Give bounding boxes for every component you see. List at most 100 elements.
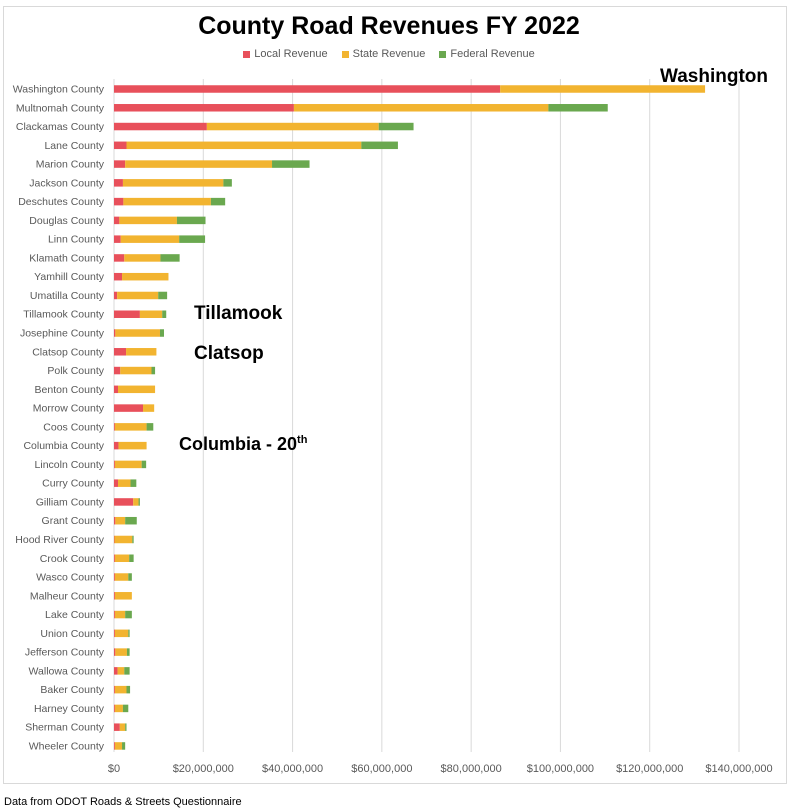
- y-category-label: Hood River County: [15, 534, 104, 546]
- bar-state: [114, 610, 126, 619]
- bar-local: [114, 141, 127, 150]
- bar-federal: [125, 723, 127, 731]
- legend-label-federal: Federal Revenue: [450, 48, 535, 60]
- y-category-label: Harney County: [34, 703, 105, 715]
- legend-item-federal: Federal Revenue: [439, 48, 535, 60]
- y-category-label: Union County: [40, 628, 104, 640]
- bar-local: [114, 498, 134, 506]
- bar-local: [114, 554, 115, 562]
- bar-local: [114, 310, 140, 318]
- y-category-label: Lane County: [44, 140, 104, 152]
- y-category-label: Marion County: [36, 159, 105, 171]
- bar-federal: [272, 160, 310, 168]
- bar-local: [114, 535, 115, 544]
- bar-state: [120, 235, 180, 243]
- bar-local: [114, 291, 118, 300]
- y-category-label: Clatsop County: [32, 346, 105, 358]
- y-category-label: Washington County: [13, 84, 105, 96]
- bar-state: [114, 592, 132, 600]
- y-category-label: Clackamas County: [16, 121, 105, 133]
- bar-local: [114, 592, 115, 600]
- y-category-label: Yamhill County: [34, 271, 105, 283]
- bar-federal: [130, 479, 137, 487]
- bar-state: [133, 498, 139, 506]
- bar-federal: [122, 742, 126, 750]
- y-category-label: Klamath County: [29, 252, 104, 264]
- bar-federal: [210, 197, 226, 206]
- bar-local: [114, 348, 127, 356]
- bar-state: [118, 385, 156, 394]
- y-category-label: Lincoln County: [35, 459, 105, 471]
- bar-state: [114, 704, 123, 713]
- bar-federal: [129, 554, 134, 562]
- bar-federal: [128, 629, 130, 638]
- bar-state: [122, 179, 224, 187]
- bar-state: [124, 254, 161, 262]
- bar-state: [114, 535, 133, 544]
- bar-federal: [128, 573, 132, 581]
- bar-state: [114, 460, 142, 469]
- y-category-label: Multnomah County: [16, 102, 105, 114]
- bar-local: [114, 160, 126, 168]
- bar-local: [114, 404, 144, 412]
- bar-state: [123, 197, 211, 206]
- bar-state: [120, 366, 152, 375]
- bar-federal: [160, 254, 180, 262]
- bar-federal: [125, 516, 137, 525]
- bar-local: [114, 366, 121, 375]
- bar-local: [114, 104, 294, 112]
- x-tick-label: $140,000,000: [705, 763, 772, 775]
- y-category-label: Tillamook County: [23, 309, 104, 321]
- bar-local: [114, 516, 116, 525]
- bar-federal: [126, 648, 130, 656]
- bar-federal: [548, 104, 608, 112]
- bar-local: [114, 272, 123, 281]
- bar-state: [126, 348, 157, 356]
- y-category-label: Baker County: [40, 684, 104, 696]
- bar-state: [115, 648, 127, 656]
- bar-local: [114, 460, 115, 469]
- bar-local: [114, 479, 119, 487]
- bar-local: [114, 742, 115, 750]
- bar-local: [114, 179, 123, 187]
- bar-local: [114, 216, 120, 225]
- bar-state: [118, 479, 131, 487]
- bar-federal: [125, 610, 132, 619]
- bar-local: [114, 122, 207, 131]
- y-category-label: Linn County: [48, 234, 105, 246]
- bar-state: [500, 85, 706, 93]
- bar-federal: [176, 216, 206, 225]
- bar-local: [114, 723, 120, 731]
- chart-title: County Road Revenues FY 2022: [198, 12, 580, 40]
- bar-local: [114, 667, 118, 675]
- legend-swatch-state: [341, 50, 349, 58]
- bar-local: [114, 573, 115, 581]
- y-category-label: Umatilla County: [30, 290, 105, 302]
- callout-columbia: Columbia - 20th: [179, 434, 307, 455]
- legend-swatch-federal: [439, 50, 447, 58]
- bar-federal: [162, 310, 167, 318]
- bar-state: [206, 122, 379, 131]
- bar-local: [114, 441, 119, 450]
- bar-federal: [378, 122, 414, 131]
- chart-legend: Local Revenue State Revenue Federal Reve…: [0, 48, 778, 60]
- y-category-label: Sherman County: [25, 722, 105, 734]
- bar-federal: [138, 498, 140, 506]
- y-category-label: Columbia County: [23, 440, 104, 452]
- bar-state: [125, 160, 273, 168]
- y-category-label: Polk County: [47, 365, 104, 377]
- bar-state: [117, 291, 159, 300]
- y-category-label: Benton County: [35, 384, 105, 396]
- bar-federal: [179, 235, 206, 243]
- bar-federal: [151, 366, 156, 375]
- y-category-label: Douglas County: [29, 215, 104, 227]
- y-category-label: Morrow County: [33, 403, 105, 415]
- bar-federal: [141, 460, 147, 469]
- bar-state: [119, 216, 177, 225]
- bar-federal: [158, 291, 168, 300]
- y-category-label: Jackson County: [29, 177, 104, 189]
- legend-swatch-local: [243, 50, 251, 58]
- bar-local: [114, 85, 501, 93]
- x-tick-label: $120,000,000: [616, 763, 683, 775]
- y-category-label: Wallowa County: [29, 665, 105, 677]
